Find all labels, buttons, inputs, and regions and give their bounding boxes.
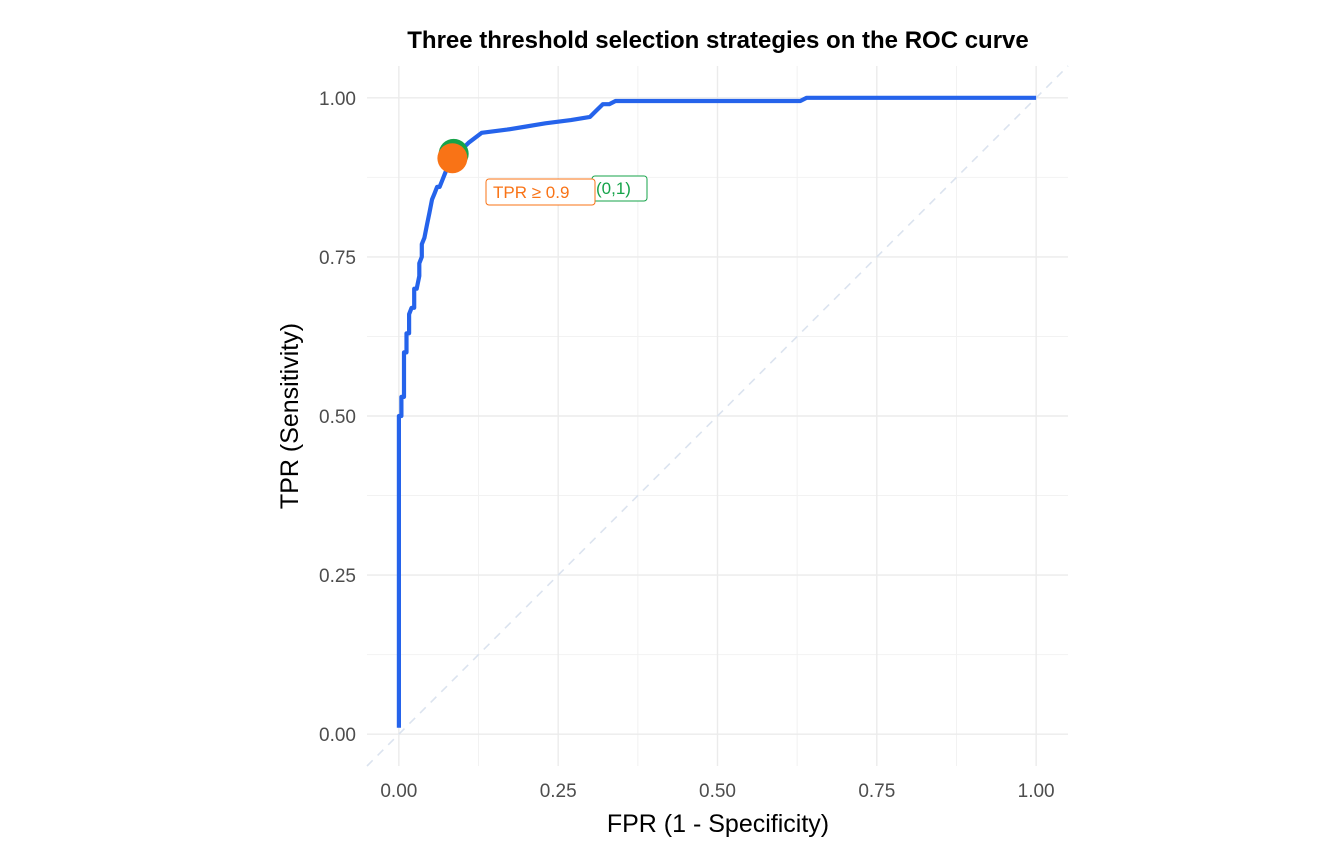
chart-title: Three threshold selection strategies on … bbox=[407, 27, 1029, 54]
x-tick-label: 0.50 bbox=[699, 781, 736, 802]
y-axis-title: TPR (Sensitivity) bbox=[276, 323, 304, 509]
threshold-point bbox=[437, 143, 468, 174]
x-tick-label: 0.25 bbox=[540, 781, 577, 802]
x-axis-title: FPR (1 - Specificity) bbox=[607, 810, 829, 838]
y-tick-label: 0.50 bbox=[319, 407, 356, 428]
tick-labels: 0.00 0.25 0.50 0.75 1.00 0.00 0.25 0.50 0.75 1.00 bbox=[319, 89, 1055, 802]
point-label: TPR ≥ 0.9 bbox=[493, 183, 569, 202]
y-tick-label: 0.75 bbox=[319, 248, 356, 269]
x-tick-label: 0.75 bbox=[858, 781, 895, 802]
x-tick-label: 1.00 bbox=[1018, 781, 1055, 802]
y-tick-label: 0.00 bbox=[319, 725, 356, 746]
y-tick-label: 0.25 bbox=[319, 566, 356, 587]
point-label: (0,1) bbox=[596, 179, 631, 198]
diagonal-line bbox=[366, 65, 1069, 767]
threshold-points: (0,1) TPR ≥ 0.9 bbox=[437, 138, 648, 206]
point-label-box bbox=[485, 178, 596, 206]
x-tick-label: 0.00 bbox=[380, 781, 417, 802]
grid bbox=[367, 66, 1068, 766]
roc-curves bbox=[396, 95, 1037, 728]
reference-diagonal bbox=[366, 65, 1069, 767]
y-tick-label: 1.00 bbox=[319, 89, 356, 110]
roc-curve-line bbox=[396, 95, 1037, 728]
